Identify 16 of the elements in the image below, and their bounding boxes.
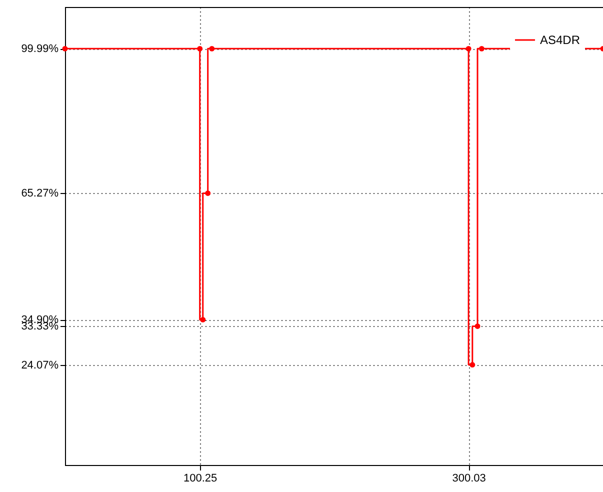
point xyxy=(474,323,480,329)
point xyxy=(62,46,68,52)
point xyxy=(205,190,211,196)
point xyxy=(466,46,472,52)
y-tick-label: 33.33% xyxy=(21,320,59,333)
x-tick-label: 100.25 xyxy=(184,472,218,484)
legend-label: AS4DR xyxy=(540,33,580,47)
y-tick-label: 99.99% xyxy=(21,43,59,56)
point xyxy=(209,46,215,52)
point xyxy=(478,46,484,52)
point xyxy=(197,46,203,52)
point xyxy=(470,362,476,368)
y-tick-label: 65.27% xyxy=(21,188,59,200)
y-tick-label: 24.07% xyxy=(21,359,59,372)
x-tick-label: 300.03 xyxy=(452,472,486,484)
point xyxy=(200,316,206,322)
